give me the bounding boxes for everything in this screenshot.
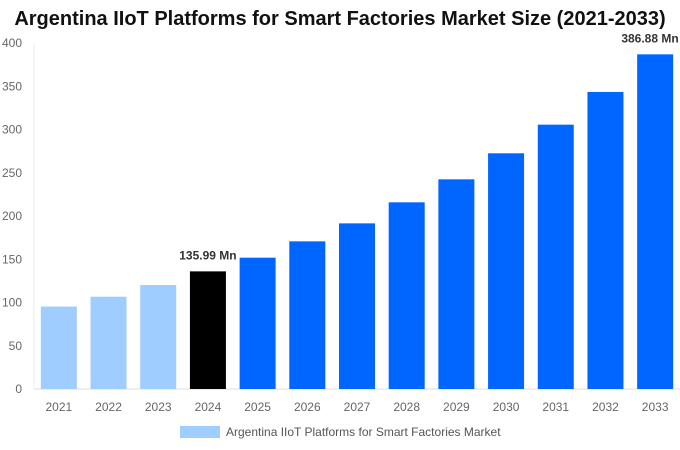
x-tick-label: 2032 — [592, 400, 619, 414]
bar-2033 — [637, 54, 674, 389]
y-tick-label: 350 — [2, 79, 22, 93]
x-tick-label: 2025 — [244, 400, 271, 414]
chart-title: Argentina IIoT Platforms for Smart Facto… — [14, 8, 666, 30]
bar-2025 — [239, 257, 276, 389]
x-tick-label: 2021 — [45, 400, 72, 414]
x-tick-label: 2026 — [294, 400, 321, 414]
x-tick-label: 2033 — [642, 400, 669, 414]
bar-2029 — [438, 179, 475, 389]
y-tick-label: 400 — [2, 36, 22, 50]
data-label: 386.88 Mn — [621, 31, 678, 45]
y-tick-label: 300 — [2, 123, 22, 137]
x-tick-label: 2027 — [344, 400, 371, 414]
y-tick-label: 200 — [2, 209, 22, 223]
y-tick-label: 0 — [15, 382, 22, 396]
bar-2021 — [40, 306, 77, 389]
x-tick-label: 2028 — [393, 400, 420, 414]
bar-2031 — [537, 124, 574, 389]
bar-2027 — [339, 223, 375, 389]
bar-2022 — [90, 296, 127, 389]
legend-label: Argentina IIoT Platforms for Smart Facto… — [226, 425, 501, 439]
legend-swatch — [180, 426, 220, 438]
x-tick-label: 2023 — [145, 400, 172, 414]
bar-2032 — [587, 91, 624, 390]
y-tick-label: 100 — [2, 296, 22, 310]
legend: Argentina IIoT Platforms for Smart Facto… — [180, 425, 501, 439]
bar-2030 — [488, 153, 525, 389]
x-tick-label: 2022 — [95, 400, 122, 414]
x-tick-label: 2031 — [542, 400, 569, 414]
bar-2024 — [189, 271, 226, 389]
x-tick-label: 2030 — [493, 400, 520, 414]
data-label: 135.99 Mn — [179, 248, 236, 262]
y-tick-label: 250 — [2, 166, 22, 180]
x-tick-label: 2029 — [443, 400, 470, 414]
bar-2023 — [140, 285, 177, 389]
x-tick-label: 2024 — [195, 400, 222, 414]
y-tick-label: 50 — [9, 339, 23, 353]
bar-2026 — [289, 241, 326, 389]
y-tick-label: 150 — [2, 252, 22, 266]
bar-2028 — [388, 202, 425, 389]
